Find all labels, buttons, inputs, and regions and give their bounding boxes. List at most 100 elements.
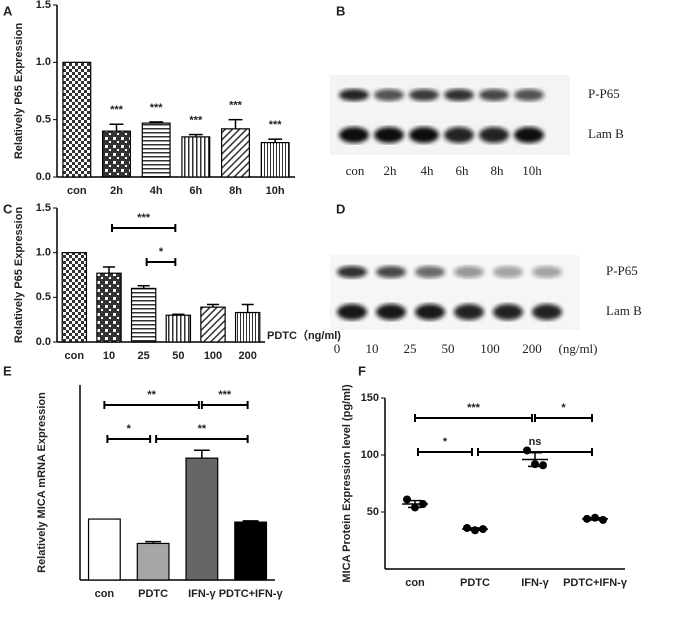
y-tick-label: 0.0	[36, 171, 51, 183]
blot-band	[337, 304, 367, 320]
bar	[181, 136, 211, 178]
bar	[234, 311, 261, 343]
blot-band	[532, 304, 562, 320]
blot-band	[444, 89, 474, 101]
bar	[165, 314, 192, 343]
bar	[102, 130, 131, 178]
bar	[221, 128, 250, 178]
blot-band	[339, 89, 369, 101]
blot-band	[479, 127, 509, 143]
y-tick-label: 1.0	[36, 247, 51, 259]
bar	[260, 142, 290, 178]
blot-image	[330, 75, 570, 155]
bar	[136, 542, 170, 581]
y-tick-label: 1.5	[36, 202, 51, 214]
blot-band	[376, 304, 406, 320]
lane-label: 100	[480, 341, 500, 356]
panel-label: D	[336, 201, 345, 216]
blot-band	[374, 89, 404, 101]
x-axis-label: PDTC（ng/ml)	[267, 329, 341, 342]
band-label: P-P65	[606, 263, 638, 278]
bracket-label: *	[443, 436, 448, 448]
blot-band	[514, 89, 544, 101]
y-tick-label: 150	[361, 392, 379, 404]
y-tick-label: 0.0	[36, 336, 51, 348]
x-tick-label: PDTC+IFN-γ	[563, 577, 628, 589]
blot-band	[337, 266, 367, 278]
lane-label: 10h	[522, 163, 542, 178]
x-tick-label: 10h	[266, 185, 285, 197]
significance: ***	[229, 100, 243, 112]
y-tick-label: 1.5	[36, 0, 51, 11]
panel-label: C	[3, 201, 13, 216]
bar	[234, 521, 268, 581]
lane-label: 2h	[384, 163, 398, 178]
bracket-label: ***	[218, 389, 232, 401]
blot-band	[479, 89, 509, 101]
x-tick-label: 10	[103, 350, 115, 362]
bracket-label: ns	[529, 436, 542, 448]
x-tick-label: con	[95, 588, 115, 600]
lane-label: 25	[404, 341, 417, 356]
x-tick-label: 2h	[110, 185, 123, 197]
x-tick-label: 8h	[229, 185, 242, 197]
blot-band	[493, 266, 523, 278]
lane-label: 4h	[421, 163, 435, 178]
bracket-label: *	[159, 246, 164, 258]
bar	[61, 252, 88, 343]
bracket-label: *	[127, 423, 132, 435]
bar	[96, 272, 122, 343]
bar	[87, 518, 121, 581]
blot-band	[415, 266, 445, 278]
y-axis-label: MICA Protein Expression level (pg/ml)	[341, 384, 353, 583]
x-tick-label: PDTC	[138, 588, 168, 600]
lane-label: 10	[366, 341, 379, 356]
lane-label: 6h	[456, 163, 470, 178]
significance: ***	[110, 104, 124, 116]
significance: ***	[269, 119, 283, 131]
x-tick-label: 200	[238, 350, 256, 362]
panel-label: E	[3, 363, 12, 378]
bar	[62, 61, 92, 178]
blot-band	[514, 127, 544, 143]
blot-band	[454, 266, 484, 278]
x-tick-label: 6h	[189, 185, 202, 197]
x-tick-label: con	[67, 185, 87, 197]
point	[539, 461, 547, 470]
x-tick-label: IFN-γ	[521, 577, 549, 589]
band-label: Lam B	[606, 303, 642, 318]
blot-band	[493, 304, 523, 320]
lane-label: 8h	[491, 163, 505, 178]
lane-label: 200	[522, 341, 542, 356]
panel-label: A	[3, 3, 13, 18]
y-tick-label: 50	[367, 506, 379, 518]
bar	[200, 306, 226, 343]
bar	[141, 122, 171, 178]
x-tick-label: 25	[138, 350, 150, 362]
blot-band	[409, 89, 439, 101]
blot-band	[409, 127, 439, 143]
band-label: Lam B	[588, 126, 624, 141]
bracket-label: **	[147, 389, 156, 401]
bar	[185, 457, 219, 581]
band-label: P-P65	[588, 86, 620, 101]
lane-label: 0	[334, 341, 341, 356]
lane-label: 50	[442, 341, 455, 356]
bar	[130, 287, 157, 343]
bracket-label: *	[561, 402, 566, 414]
significance: ***	[189, 114, 203, 126]
blot-band	[374, 127, 404, 143]
x-tick-label: 100	[204, 350, 222, 362]
x-tick-label: PDTC	[460, 577, 490, 589]
x-tick-label: IFN-γ	[188, 588, 216, 600]
lane-label: (ng/ml)	[559, 341, 598, 356]
bracket-label: **	[198, 423, 207, 435]
y-axis-label: Relatively P65 Expression	[13, 23, 25, 160]
y-tick-label: 0.5	[36, 291, 51, 303]
panel-label: F	[358, 363, 366, 378]
x-tick-label: 4h	[150, 185, 163, 197]
y-axis-label: Relatively P65 Expression	[13, 207, 25, 344]
y-tick-label: 1.0	[36, 56, 51, 68]
y-tick-label: 0.5	[36, 114, 51, 126]
